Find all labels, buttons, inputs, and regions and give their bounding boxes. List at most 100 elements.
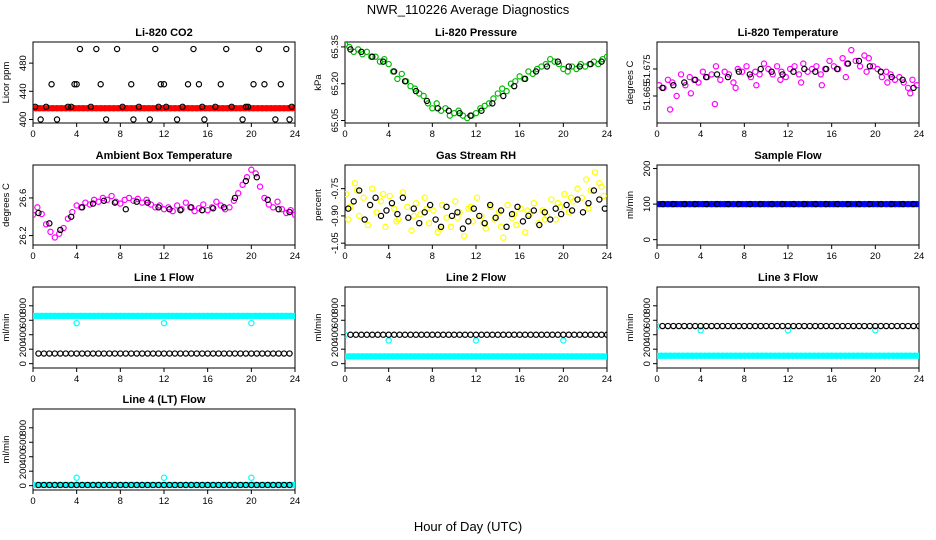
- x-tick-label: 16: [826, 129, 837, 140]
- data-point: [525, 212, 532, 220]
- data-point: [209, 205, 217, 212]
- series-all: [657, 46, 919, 113]
- x-tick-label: 12: [159, 251, 170, 262]
- data-point: [721, 68, 728, 75]
- data-point: [177, 206, 184, 214]
- data-point: [231, 194, 239, 202]
- data-point: [122, 350, 129, 357]
- y-tick-label: 0: [18, 361, 29, 366]
- x-tick-label: 0: [30, 374, 35, 385]
- data-point: [724, 322, 732, 330]
- data-point: [243, 312, 251, 320]
- data-point: [396, 331, 403, 338]
- x-tick-label: 4: [74, 374, 79, 385]
- data-point: [702, 322, 710, 330]
- data-point: [735, 200, 743, 208]
- data-point: [177, 350, 184, 357]
- data-point: [467, 112, 474, 119]
- x-tick-label: 24: [290, 496, 301, 507]
- data-point: [552, 205, 559, 212]
- series-average: [659, 57, 917, 92]
- data-point: [779, 322, 786, 330]
- data-point: [659, 84, 666, 92]
- data-point: [579, 209, 587, 216]
- y-axis-label: kPa: [313, 74, 324, 91]
- data-point: [410, 212, 417, 220]
- series-average: [33, 45, 295, 123]
- data-point: [489, 100, 496, 107]
- data-point: [565, 209, 572, 216]
- x-tick-label: 24: [602, 374, 613, 385]
- data-point: [708, 322, 715, 330]
- data-point: [291, 481, 295, 489]
- x-tick-label: 4: [698, 251, 703, 262]
- data-point: [454, 209, 461, 216]
- data-point: [452, 198, 459, 205]
- data-point: [692, 322, 699, 330]
- x-tick-label: 8: [742, 251, 747, 262]
- data-point: [719, 322, 726, 330]
- x-tick-label: 12: [471, 374, 482, 385]
- data-point: [552, 216, 559, 223]
- data-point: [40, 350, 48, 357]
- x-tick-label: 4: [386, 129, 391, 140]
- data-point: [237, 350, 244, 357]
- data-point: [591, 169, 599, 176]
- x-tick-label: 8: [430, 374, 435, 385]
- data-point: [513, 221, 520, 229]
- data-point: [713, 71, 721, 78]
- y-axis-label: degrees C: [625, 60, 636, 104]
- data-point: [248, 350, 255, 357]
- data-point: [521, 75, 529, 83]
- data-point: [461, 331, 469, 338]
- data-point: [459, 225, 467, 232]
- data-point: [204, 350, 211, 357]
- data-point: [581, 331, 589, 338]
- data-point: [130, 116, 137, 123]
- data-point: [489, 331, 496, 338]
- data-point: [888, 200, 895, 208]
- data-point: [76, 45, 84, 53]
- series-all: [33, 481, 295, 489]
- data-point: [69, 312, 76, 320]
- data-point: [89, 200, 97, 207]
- data-point: [712, 63, 720, 70]
- data-point: [603, 331, 607, 338]
- data-point: [261, 194, 268, 202]
- data-point: [248, 166, 255, 173]
- data-point: [280, 350, 288, 357]
- data-point: [100, 197, 108, 204]
- data-point: [576, 331, 583, 338]
- data-point: [483, 331, 491, 338]
- data-point: [111, 350, 119, 357]
- data-point: [144, 350, 151, 357]
- data-point: [899, 76, 906, 84]
- data-point: [743, 63, 750, 70]
- x-tick-label: 20: [558, 251, 569, 262]
- data-point: [813, 63, 820, 70]
- data-point: [425, 219, 433, 227]
- panel-title: Li-820 CO2: [135, 27, 192, 39]
- data-point: [909, 76, 916, 84]
- x-tick-label: 20: [558, 374, 569, 385]
- data-point: [768, 322, 775, 330]
- data-point: [757, 200, 764, 208]
- data-point: [195, 205, 203, 212]
- data-point: [670, 322, 677, 330]
- data-point: [87, 103, 95, 111]
- x-tick-label: 0: [342, 374, 347, 385]
- data-point: [467, 203, 474, 211]
- data-point: [149, 350, 157, 357]
- panel-title: Gas Stream RH: [436, 150, 516, 162]
- data-point: [554, 331, 562, 338]
- data-point: [347, 331, 354, 338]
- y-tick-label: 200: [642, 341, 653, 357]
- y-axis-label: Licor ppm: [1, 62, 12, 104]
- data-point: [779, 200, 786, 208]
- data-point: [888, 73, 895, 81]
- data-point: [160, 474, 168, 481]
- data-point: [401, 78, 409, 85]
- data-point: [111, 199, 119, 206]
- data-point: [861, 322, 868, 330]
